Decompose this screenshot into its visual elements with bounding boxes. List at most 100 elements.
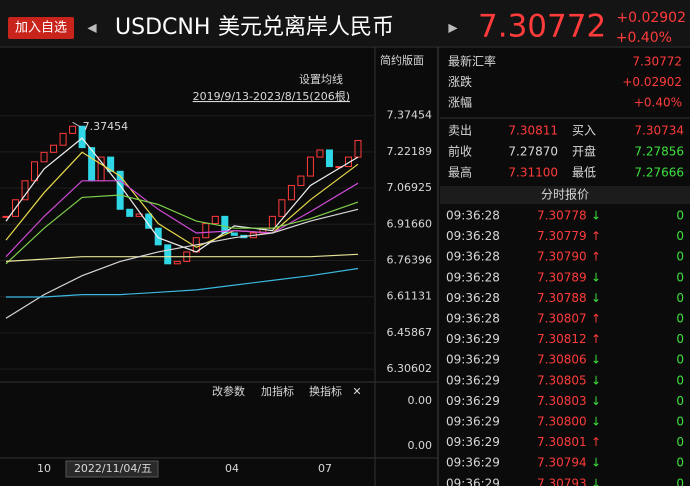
tick-time: 09:36:29 [446, 394, 500, 408]
quote-value: 7.30811 [508, 124, 558, 138]
tick-volume: 0 [676, 456, 684, 470]
quote-value: 7.27856 [634, 145, 684, 159]
sub-tick-label: 0.00 [408, 439, 433, 452]
candle [306, 156, 314, 177]
annotation: 7.37454 [83, 120, 129, 133]
candle [31, 161, 39, 182]
add-indicator[interactable]: 加指标 [261, 384, 294, 398]
quote-label: 涨幅 [448, 95, 472, 110]
tick-direction: ↓ [591, 291, 601, 305]
y-tick-label: 7.37454 [387, 109, 433, 122]
tick-volume: 0 [676, 229, 684, 243]
close-indicator[interactable]: ✕ [352, 385, 361, 398]
tick-volume: 0 [676, 435, 684, 449]
switch-indicator[interactable]: 换指标 [309, 384, 342, 398]
candle [278, 199, 286, 217]
tick-volume: 0 [676, 415, 684, 429]
layout-button[interactable]: 简约版面 [380, 53, 424, 67]
tick-volume: 0 [676, 250, 684, 264]
candle [40, 151, 48, 163]
candle [344, 156, 352, 168]
change-pct: +0.40% [616, 30, 672, 46]
tick-price: 7.30778 [537, 209, 587, 223]
tick-direction: ↓ [591, 270, 601, 284]
tick-time: 09:36:28 [446, 209, 500, 223]
candle [69, 125, 77, 134]
tick-volume: 0 [676, 209, 684, 223]
tick-time: 09:36:29 [446, 415, 500, 429]
edit-params[interactable]: 改参数 [212, 384, 245, 398]
moving-average [6, 267, 359, 298]
next-button[interactable]: ▶ [448, 21, 458, 35]
change: +0.02902 [616, 10, 686, 26]
last-price: 7.30772 [478, 9, 606, 45]
tick-price: 7.30788 [537, 291, 587, 305]
tick-direction: ↑ [591, 435, 601, 449]
tick-direction: ↓ [591, 353, 601, 367]
tick-price: 7.30789 [537, 270, 587, 284]
tick-volume: 0 [676, 312, 684, 326]
quote-label: 最高 [448, 165, 472, 180]
tick-price: 7.30790 [537, 250, 587, 264]
tick-price: 7.30793 [537, 476, 587, 486]
moving-average [5, 151, 359, 248]
tick-volume: 0 [676, 291, 684, 305]
y-tick-label: 7.06925 [387, 181, 433, 194]
range[interactable]: 2019/9/13-2023/8/15(206根) [193, 89, 350, 103]
candle [211, 215, 219, 224]
candle [59, 132, 67, 146]
quote-value: 7.30772 [632, 55, 682, 69]
quote-label: 前收 [448, 144, 472, 159]
quote-value: 7.27666 [634, 166, 684, 180]
tick-direction: ↓ [591, 394, 601, 408]
y-tick-label: 6.76396 [387, 253, 433, 266]
quote-label: 开盘 [572, 144, 596, 159]
tick-price: 7.30807 [537, 312, 587, 326]
sub-tick-label: 0.00 [408, 394, 433, 407]
symbol: USDCNH [115, 15, 210, 40]
annotation-pointer [72, 121, 81, 128]
moving-average [5, 194, 359, 265]
moving-average [5, 180, 359, 258]
candle [154, 227, 162, 246]
add-button[interactable] [8, 17, 74, 39]
tick-price: 7.30812 [537, 332, 587, 346]
tick-direction: ↓ [591, 209, 601, 223]
moving-average [5, 208, 359, 319]
tick-direction: ↓ [591, 456, 601, 470]
quote-value: +0.40% [634, 96, 682, 110]
tick-price: 7.30806 [537, 353, 587, 367]
header-bar [0, 0, 690, 46]
tick-time: 09:36:28 [446, 270, 500, 284]
x-tick-label: 04 [225, 462, 239, 475]
add-button-label[interactable]: 加入自选 [15, 21, 67, 36]
tick-price: 7.30801 [537, 435, 587, 449]
tick-time: 09:36:29 [446, 476, 500, 486]
candle [107, 156, 115, 172]
tick-time: 09:36:29 [446, 332, 500, 346]
candle [12, 199, 20, 217]
x-tick-label: 2022/11/04/五 [74, 462, 152, 475]
ma-setting[interactable]: 设置均线 [299, 72, 343, 86]
y-tick-label: 6.30602 [387, 362, 433, 375]
tick-direction: ↑ [591, 229, 601, 243]
quote-label: 最低 [572, 166, 596, 180]
candle [50, 144, 58, 153]
candle [173, 260, 181, 265]
x-tick-label: 10 [37, 462, 51, 475]
quote-label: 最新汇率 [448, 54, 496, 69]
tick-time: 09:36:28 [446, 250, 500, 264]
y-tick-label: 6.45867 [387, 326, 433, 339]
ticks-title: 分时报价 [541, 187, 589, 202]
tick-price: 7.30800 [537, 415, 587, 429]
tick-time: 09:36:28 [446, 291, 500, 305]
quote-label: 卖出 [448, 124, 472, 138]
tick-direction: ↑ [591, 312, 601, 326]
tick-direction: ↓ [591, 476, 601, 486]
quote-value: +0.02902 [622, 75, 682, 89]
tick-volume: 0 [676, 476, 684, 486]
symbol-name: 美元兑离岸人民币 [218, 15, 394, 40]
prev-button[interactable]: ◀ [87, 21, 97, 35]
candle [354, 139, 362, 158]
